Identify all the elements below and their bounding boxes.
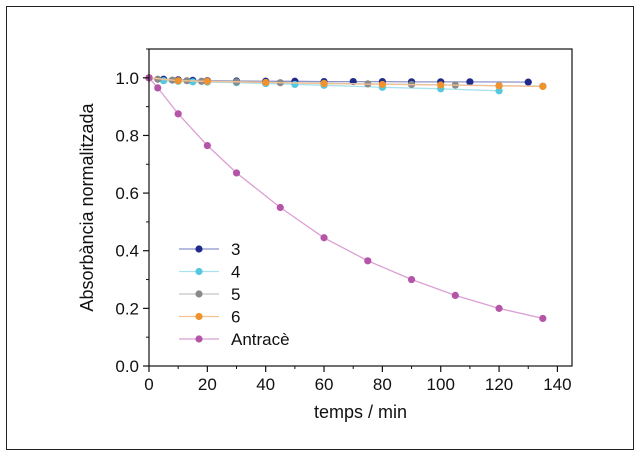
legend-item-4: Antracè — [179, 330, 290, 349]
legend-marker — [195, 290, 203, 298]
data-point — [291, 80, 299, 89]
legend-label: 4 — [231, 263, 240, 282]
data-point — [407, 275, 416, 284]
x-tick-label: 40 — [256, 375, 275, 394]
data-point — [495, 304, 503, 312]
data-point — [524, 78, 532, 86]
legend-marker — [195, 267, 203, 276]
data-point — [320, 79, 328, 88]
legend-label: Antracè — [231, 330, 290, 349]
data-point — [451, 291, 459, 299]
plot-border — [148, 48, 573, 367]
data-point — [232, 169, 241, 177]
y-tick-label: 1.0 — [115, 69, 139, 88]
legend-marker — [195, 335, 203, 343]
series-3 — [145, 74, 547, 91]
series-layer — [145, 74, 547, 323]
x-tick-label: 60 — [315, 375, 334, 394]
x-tick-label: 20 — [198, 375, 217, 394]
data-point — [276, 203, 284, 212]
legend-label: 3 — [231, 240, 240, 259]
chart-frame: 0 20 40 60 80 100 120 140 0.0 0.2 0.4 0.6 0.8 1.0 3 4 5… — [6, 6, 634, 450]
data-point — [466, 78, 474, 86]
y-tick-label: 0.0 — [115, 357, 139, 376]
data-point — [364, 257, 372, 265]
data-point — [320, 234, 328, 242]
legend-item-3: 6 — [179, 308, 240, 327]
y-axis-title: Absorbància normalitzada — [77, 102, 97, 311]
series-4 — [145, 74, 547, 323]
axes-layer: 0 20 40 60 80 100 120 140 0.0 0.2 0.4 0.6 0.8 1.0 — [115, 48, 573, 394]
x-tick-label: 140 — [543, 375, 571, 394]
y-tick-label: 0.6 — [115, 184, 139, 203]
y-tick-label: 0.4 — [115, 242, 139, 261]
legend: 3 4 5 6 Antracè — [179, 240, 290, 349]
x-axis-title: temps / min — [314, 402, 407, 422]
series-line — [148, 77, 543, 320]
x-tick-label: 100 — [427, 375, 455, 394]
legend-item-2: 5 — [179, 285, 240, 304]
legend-marker — [195, 312, 203, 321]
data-point — [495, 82, 503, 90]
legend-marker — [195, 245, 203, 253]
data-point — [262, 78, 270, 87]
y-tick-label: 0.2 — [115, 299, 139, 318]
data-point — [203, 141, 211, 150]
data-point — [203, 77, 211, 85]
x-tick-label: 120 — [485, 375, 513, 394]
data-point — [174, 110, 182, 118]
data-point — [437, 81, 445, 89]
chart-canvas: 0 20 40 60 80 100 120 140 0.0 0.2 0.4 0.6 0.8 1.0 3 4 5… — [77, 48, 573, 422]
y-tick-label: 0.8 — [115, 126, 139, 145]
legend-item-1: 4 — [179, 263, 240, 282]
legend-item-0: 3 — [179, 240, 240, 259]
data-point — [189, 78, 197, 86]
data-point — [378, 80, 386, 89]
data-point — [539, 82, 547, 91]
legend-label: 6 — [231, 308, 240, 327]
legend-label: 5 — [231, 285, 240, 304]
data-point — [539, 314, 547, 323]
x-tick-label: 80 — [373, 375, 392, 394]
x-tick-label: 0 — [144, 375, 153, 394]
data-point — [174, 77, 182, 85]
data-point — [154, 84, 162, 92]
